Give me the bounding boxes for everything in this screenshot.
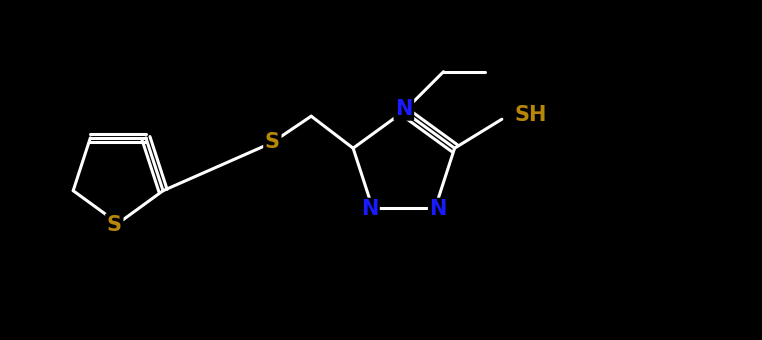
- Text: N: N: [395, 99, 412, 119]
- Text: S: S: [265, 132, 280, 152]
- Text: SH: SH: [514, 105, 547, 125]
- Text: N: N: [430, 199, 447, 219]
- Text: S: S: [107, 215, 122, 235]
- Text: N: N: [360, 199, 378, 219]
